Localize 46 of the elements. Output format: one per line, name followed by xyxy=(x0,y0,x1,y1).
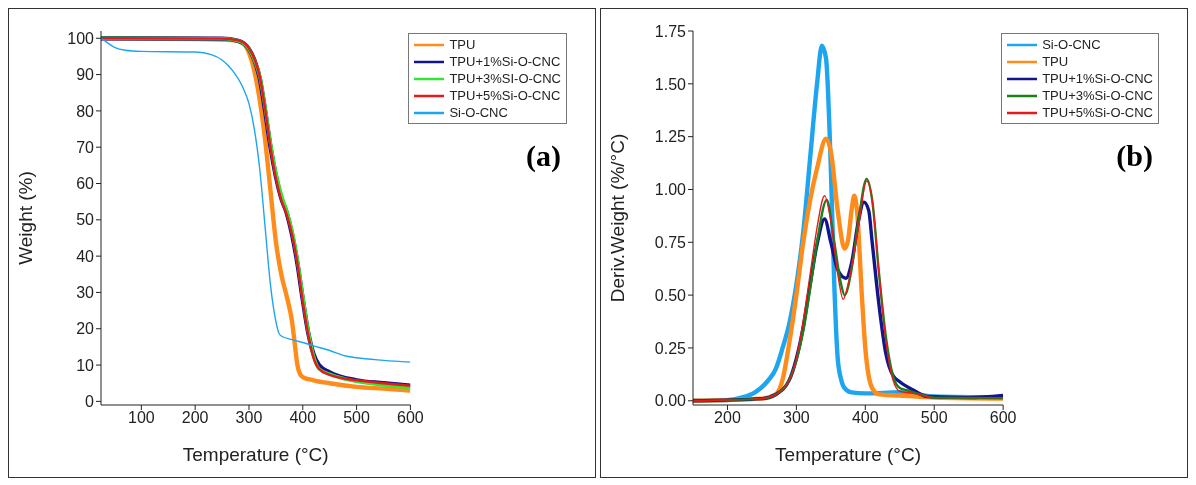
legend-label: TPU+1%Si-O-CNC xyxy=(449,53,561,70)
legend-label: TPU xyxy=(449,36,476,53)
x-tick-label: 600 xyxy=(397,409,424,427)
x-tick-label: 500 xyxy=(920,409,948,427)
y-tick-label: 0.00 xyxy=(654,392,687,410)
x-tick-label: 300 xyxy=(783,409,810,427)
y-tick-label: 0 xyxy=(85,393,95,411)
y-tick-label: 90 xyxy=(76,66,95,84)
x-axis-title: Temperature (°C) xyxy=(775,444,922,465)
legend-label: TPU xyxy=(1042,53,1069,70)
y-tick-label: 1.75 xyxy=(654,22,687,40)
legend-label: Si-O-CNC xyxy=(449,104,508,121)
y-tick-label: 1.50 xyxy=(654,75,687,93)
text: (b) xyxy=(1116,139,1153,173)
y-tick-label: 60 xyxy=(76,175,95,193)
y-tick-label: 10 xyxy=(76,356,95,374)
x-tick-label: 200 xyxy=(714,409,741,427)
y-axis-title: Weight (%) xyxy=(14,171,36,265)
x-tick-label: 100 xyxy=(128,409,155,427)
y-tick-label: 70 xyxy=(76,138,95,156)
y-tick-label: 30 xyxy=(76,284,95,302)
y-tick-label: 20 xyxy=(76,320,95,338)
y-tick-label: 1.00 xyxy=(654,181,687,199)
legend-label: TPU+5%Si-O-CNC xyxy=(1042,104,1153,121)
x-axis-title: Temperature (°C) xyxy=(182,444,329,465)
y-tick-label: 1.25 xyxy=(654,128,687,146)
legend-label: TPU+3%Si-O-CNC xyxy=(1042,87,1153,104)
legend-label: Si-O-CNC xyxy=(1042,36,1101,53)
text: (a) xyxy=(526,139,561,173)
legend-label: TPU+1%Si-O-CNC xyxy=(1042,70,1153,87)
y-tick-label: 80 xyxy=(76,102,95,120)
y-tick-label: 0.75 xyxy=(654,233,687,251)
y-tick-label: 0.25 xyxy=(654,339,687,357)
y-tick-label: 40 xyxy=(76,247,95,265)
x-tick-label: 300 xyxy=(235,409,263,427)
x-tick-label: 200 xyxy=(181,409,209,427)
x-tick-label: 600 xyxy=(989,409,1017,427)
x-tick-label: 400 xyxy=(289,409,317,427)
y-tick-label: 0.50 xyxy=(654,286,687,304)
legend-label: TPU+3%SI-O-CNC xyxy=(449,70,561,87)
y-tick-label: 100 xyxy=(67,29,95,47)
y-axis-title: Deriv.Weight (%/°C) xyxy=(606,133,628,303)
legend-label: TPU+5%Si-O-CNC xyxy=(449,87,561,104)
y-tick-label: 50 xyxy=(76,211,95,229)
x-tick-label: 400 xyxy=(851,409,879,427)
x-tick-label: 500 xyxy=(343,409,371,427)
